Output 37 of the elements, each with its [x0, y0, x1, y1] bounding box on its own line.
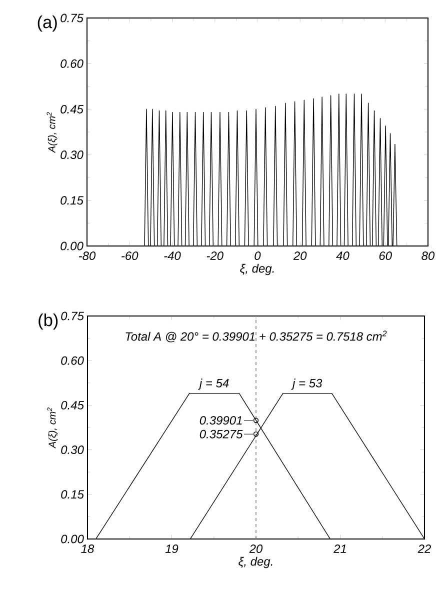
chart-title: (b)	[38, 314, 58, 330]
x-tick-label: -60	[122, 252, 138, 260]
y-tick-label: 0.15	[61, 490, 84, 499]
x-tick-label: -80	[78, 252, 96, 260]
y-tick-label: 0.60	[61, 356, 84, 365]
x-tick-label: 0	[254, 252, 261, 260]
series-label: j = 53	[291, 378, 322, 390]
y-tick-label: 0.15	[60, 196, 84, 205]
x-tick-label: -20	[206, 252, 224, 260]
annotation: 0.39901	[200, 416, 242, 425]
y-tick-label: 0.30	[60, 150, 84, 160]
x-tick-label: 20	[249, 544, 263, 554]
y-tick-label: 0.30	[61, 446, 84, 454]
y-tick-label: 0.45	[61, 400, 84, 410]
x-tick-label: 18	[81, 544, 94, 554]
annotation: Total A @ 20° = 0.39901 + 0.35275 = 0.7518 cm$^{2}$	[126, 330, 387, 342]
x-tick-label: 19	[165, 544, 178, 554]
x-axis-title: ξ, deg.	[238, 556, 272, 568]
x-tick-label: 21	[334, 544, 346, 553]
chart-title: (a)	[38, 16, 57, 32]
y-tick-label: 0.75	[61, 312, 84, 320]
x-tick-label: 80	[422, 252, 435, 260]
annotation: 0.35275	[200, 430, 243, 438]
y-tick-label: 0.00	[61, 534, 84, 544]
x-axis-title: ξ, deg.	[240, 264, 274, 276]
y-tick-label: 0.75	[60, 14, 84, 22]
y-tick-label: 0.45	[60, 104, 84, 114]
series-label: j = 54	[198, 378, 229, 390]
y-tick-label: 0.60	[60, 59, 84, 68]
x-tick-label: 22	[418, 544, 431, 553]
x-tick-label: 40	[336, 252, 350, 260]
x-tick-label: 60	[379, 252, 392, 260]
y-axis-title: A(ξ), cm$^{2}$	[47, 408, 58, 449]
x-tick-label: 20	[293, 252, 307, 260]
x-tick-label: -40	[164, 252, 181, 260]
y-axis-title: A(ξ), cm$^{2}$	[46, 112, 58, 154]
y-tick-label: 0.00	[60, 242, 84, 250]
